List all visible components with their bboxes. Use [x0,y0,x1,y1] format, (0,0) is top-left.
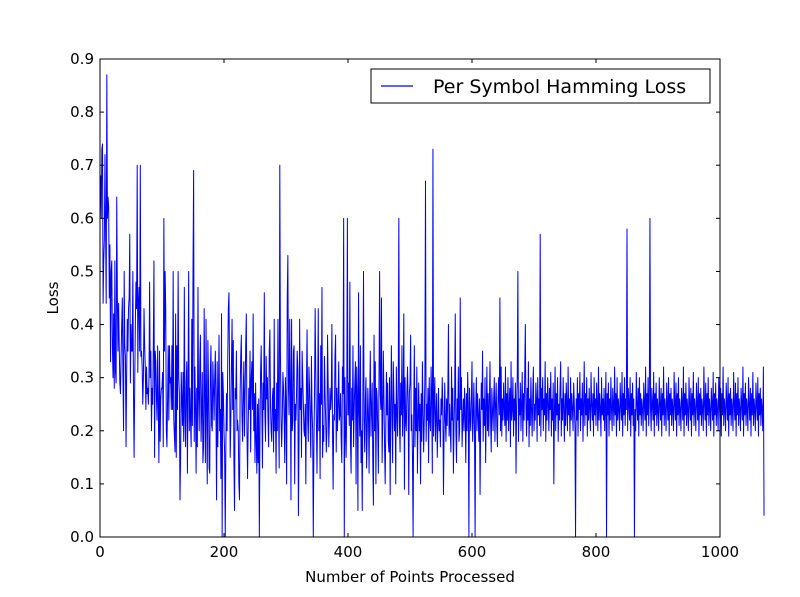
y-tick-label: 0.8 [70,103,94,121]
y-tick-label: 0.0 [70,528,94,546]
y-tick-label: 0.6 [70,209,94,227]
y-tick-label: 0.3 [70,369,94,387]
legend-entry-label: Per Symbol Hamming Loss [433,76,686,98]
y-axis-ticks: 0.0 0.1 0.2 0.3 0.4 0.5 0.6 0.7 0.8 0.9 [70,50,720,546]
x-tick-label: 600 [458,543,487,561]
x-axis-label: Number of Points Processed [305,568,515,586]
series-layer [99,74,765,538]
x-tick-label: 200 [210,543,239,561]
x-tick-label: 800 [582,543,611,561]
y-tick-label: 0.9 [70,50,94,68]
plot-frame [99,58,721,538]
x-tick-label: 1000 [701,543,739,561]
x-tick-label: 0 [95,543,105,561]
x-axis-ticks: 0 200 400 600 800 1000 [95,59,739,561]
y-tick-label: 0.2 [70,422,94,440]
y-axis-label: Loss [44,281,62,314]
y-tick-label: 0.4 [70,316,94,334]
y-tick-label: 0.7 [70,156,94,174]
legend-box [370,68,711,104]
legend: Per Symbol Hamming Loss [370,68,711,104]
x-tick-label: 400 [334,543,363,561]
y-tick-label: 0.1 [70,475,94,493]
y-tick-label: 0.5 [70,262,94,280]
series-line-0 [99,74,765,538]
